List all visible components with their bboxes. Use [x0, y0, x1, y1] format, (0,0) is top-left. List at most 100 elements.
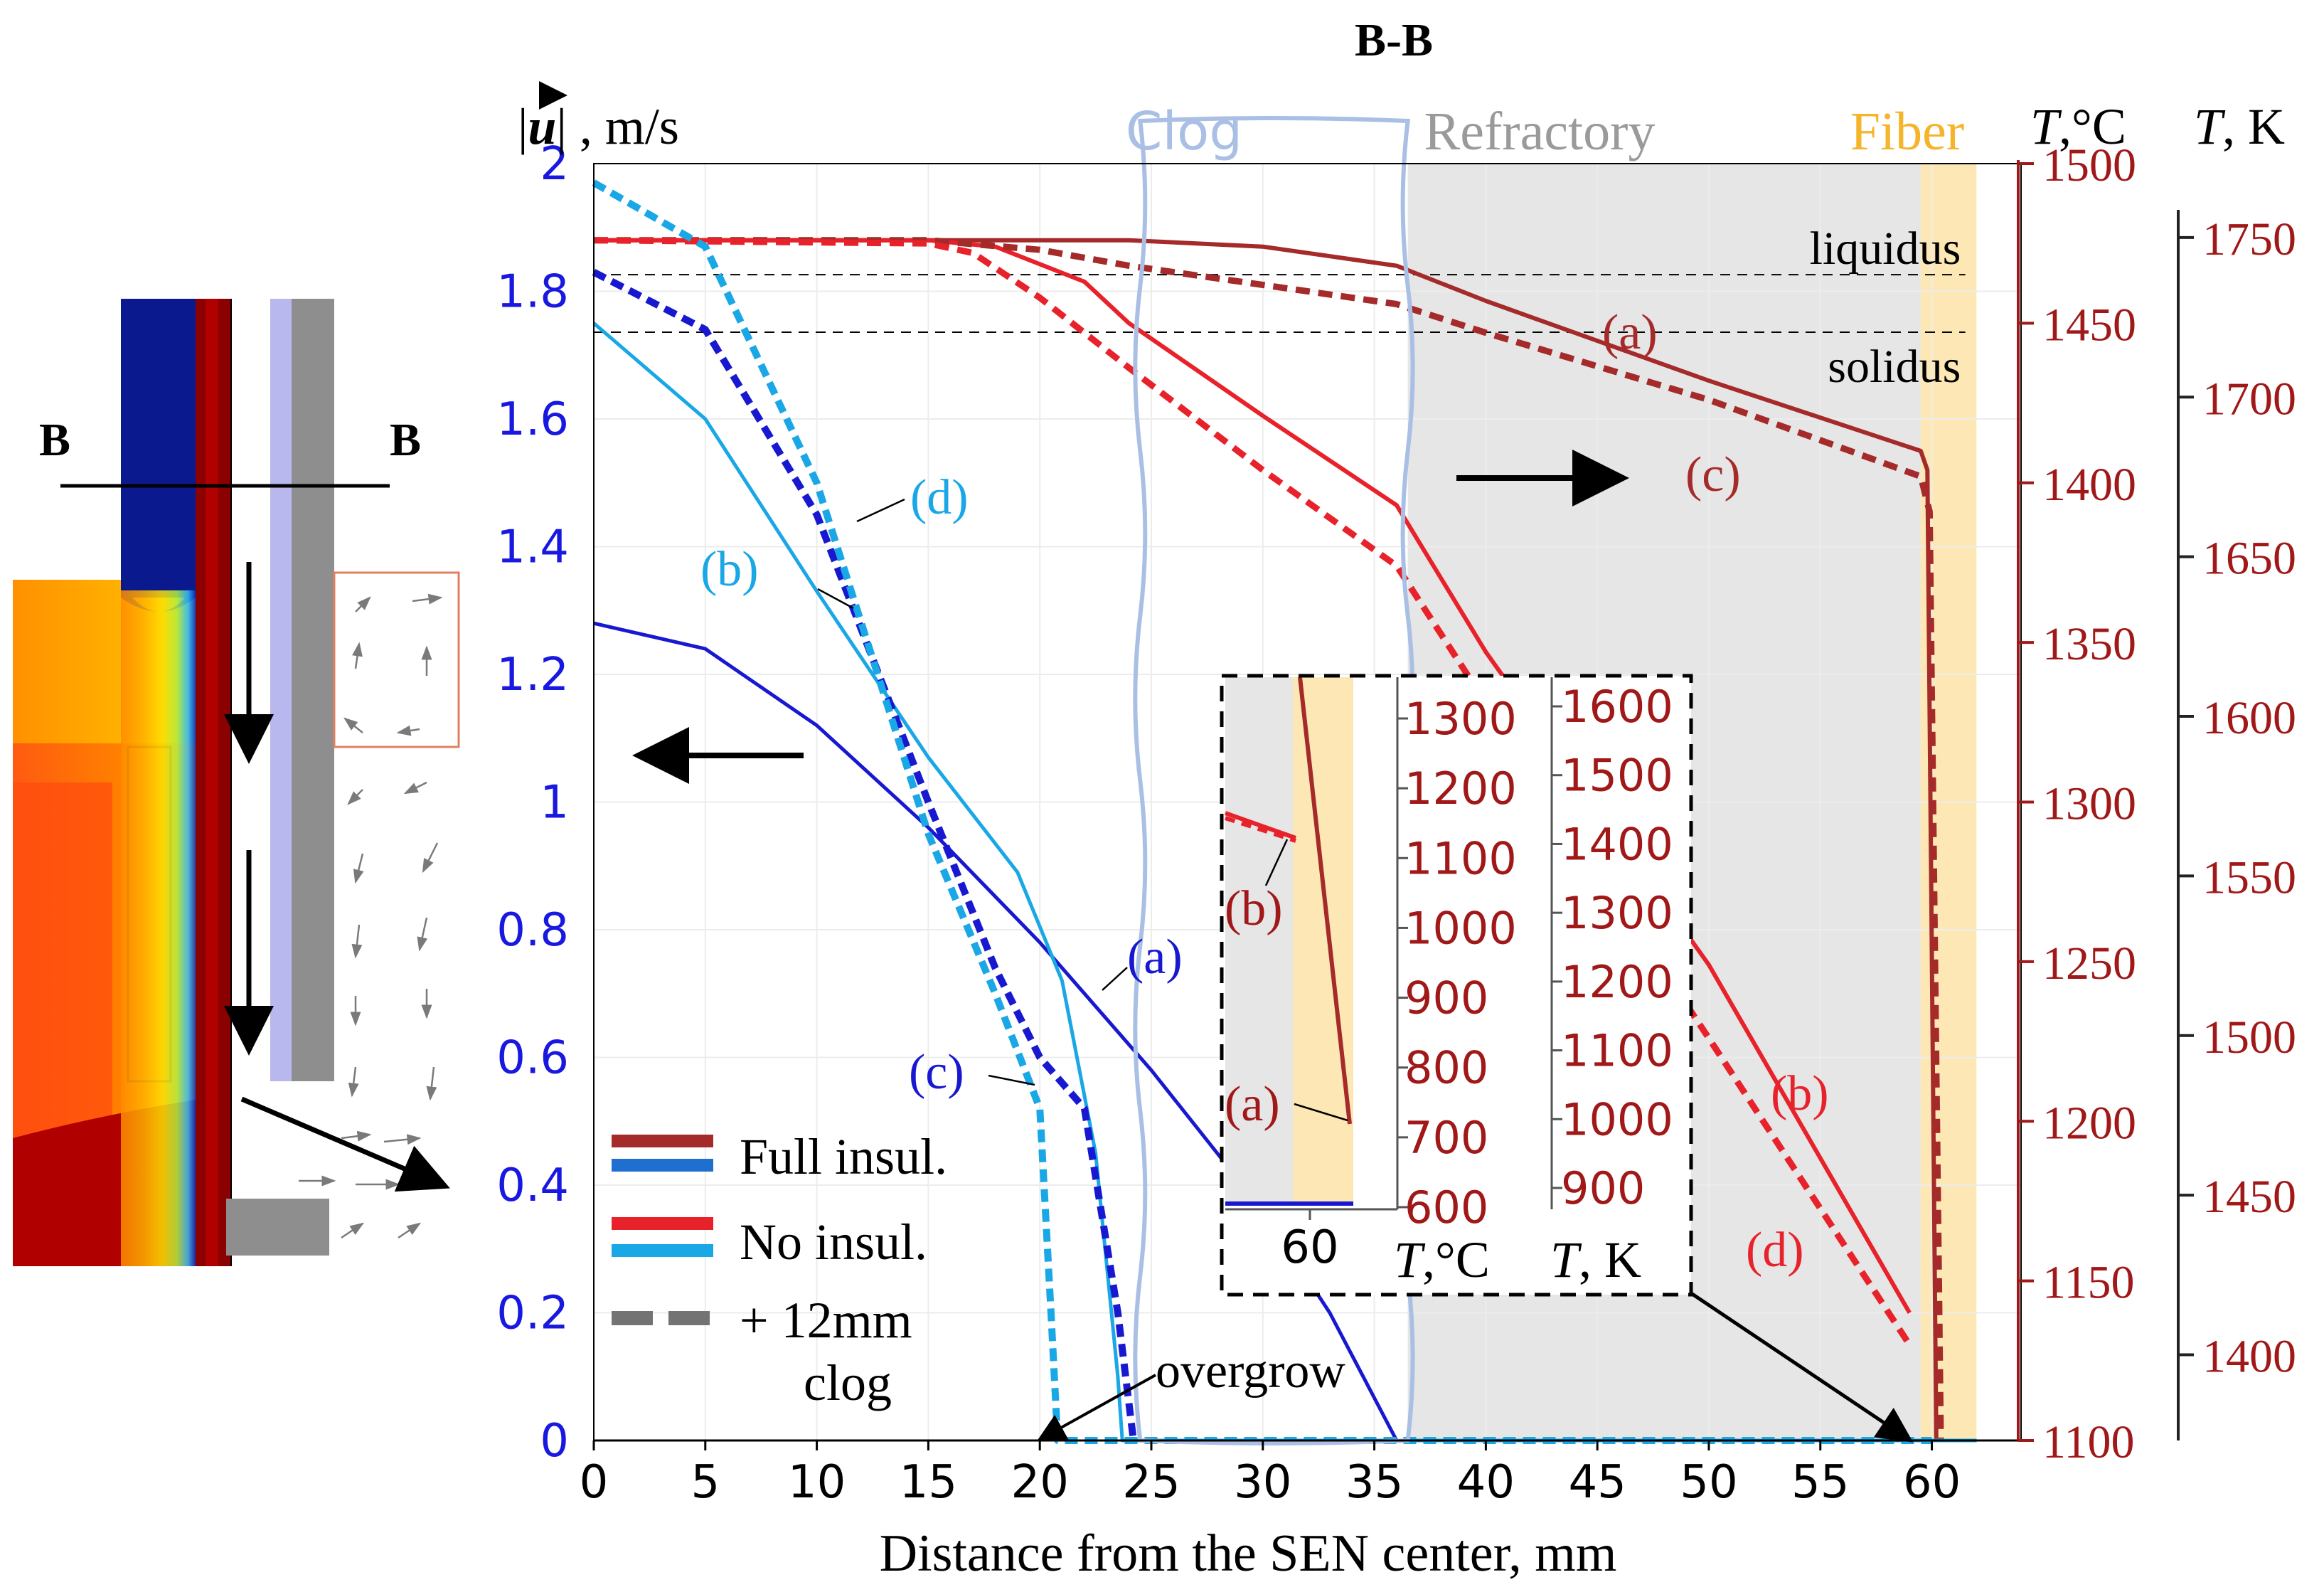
sen-wall-stripe	[206, 299, 218, 1266]
y-left-tick-label-0.8: 0.8	[496, 904, 569, 957]
inset-k-tick-label-1400: 1400	[1561, 818, 1673, 870]
liquidus-label: liquidus	[1810, 223, 1961, 275]
inset-k-tick-label-900: 900	[1561, 1162, 1645, 1214]
y-right-c-tick-label-1100: 1100	[2042, 1416, 2135, 1468]
chart-title: B-B	[1355, 14, 1433, 66]
flow-box	[333, 571, 460, 748]
sen-cross-section-schematic: B B	[13, 299, 460, 1266]
y-right-c-tick-label-1400: 1400	[2042, 459, 2136, 511]
inset-c-tick-label-1100: 1100	[1404, 832, 1517, 884]
y-right-c-tick-label-1350: 1350	[2042, 618, 2136, 670]
inset-curve-a	[1298, 676, 1352, 1125]
bore-gradient	[121, 590, 196, 1266]
inset-c-tick-label-900: 900	[1404, 972, 1488, 1024]
inset-label-b: (b)	[1225, 881, 1283, 936]
y-right-c-tick-label-1250: 1250	[2042, 938, 2136, 989]
inset-c-tick-label-800: 800	[1404, 1042, 1488, 1094]
x-tick-label-45: 45	[1568, 1456, 1626, 1509]
inset-label-a: (a)	[1225, 1077, 1280, 1132]
label-c-velocity: (c)	[909, 1045, 964, 1100]
inset-k-tick-label-1100: 1100	[1561, 1025, 1673, 1077]
x-tick-label-55: 55	[1791, 1456, 1849, 1509]
y-right-c-axis-title: T,°C	[2030, 98, 2126, 155]
inset-k-tick-label-1000: 1000	[1561, 1093, 1673, 1145]
y-right-k-tick-label-1500: 1500	[2202, 1012, 2296, 1063]
y-left-bar-open: |	[518, 98, 528, 155]
x-tick-label-5: 5	[691, 1456, 720, 1509]
legend-label-full: Full insul.	[740, 1128, 947, 1185]
x-tick-label-35: 35	[1345, 1456, 1403, 1509]
y-left-tick-label-1.2: 1.2	[496, 649, 569, 701]
label-b-velocity: (b)	[700, 542, 759, 597]
y-left-tick-label-0.2: 0.2	[496, 1288, 569, 1340]
flow-vectors	[299, 593, 443, 1239]
temperature-line-a	[594, 238, 1939, 1441]
clog-layer	[270, 299, 292, 1081]
inset-curve-b	[1225, 811, 1296, 840]
inset-curve-b-dashed	[1225, 816, 1296, 843]
inset-k-tick-label-1300: 1300	[1561, 887, 1673, 939]
y-right-k-tick-label-1700: 1700	[2202, 373, 2296, 425]
x-tick-label-50: 50	[1680, 1456, 1737, 1509]
overgrow-label: overgrow	[1156, 1344, 1345, 1399]
y-right-k-tick-label-1650: 1650	[2202, 533, 2296, 585]
inset-blank	[1353, 677, 1395, 1204]
label-b-temperature: (b)	[1771, 1066, 1829, 1121]
y-left-tick-label-1.8: 1.8	[496, 266, 569, 319]
y-left-symbol: u	[528, 98, 556, 155]
y-left-tick-label-0.4: 0.4	[496, 1159, 569, 1212]
inset-zoom: 1300 1200 1100 1000 900 800 700 600 1600 1500 140…	[1220, 674, 1914, 1443]
x-tick-label-30: 30	[1234, 1456, 1291, 1509]
solidus-label: solidus	[1828, 341, 1961, 393]
fiber-label: Fiber	[1850, 102, 1964, 161]
y-left-tick-label-1.4: 1.4	[496, 521, 569, 574]
inset-frame	[1220, 674, 1693, 1297]
label-leaders	[817, 498, 1128, 1086]
inset-k-tick-label-1600: 1600	[1561, 681, 1673, 733]
label-d-temperature: (d)	[1746, 1223, 1804, 1278]
legend-label-no: No insul.	[740, 1214, 927, 1270]
section-label-left: B	[39, 414, 70, 466]
inset-c-tick-label-1200: 1200	[1404, 763, 1517, 814]
legend: Full insul. No insul. + 12mm clog	[612, 1128, 947, 1411]
x-tick-label-15: 15	[900, 1456, 957, 1509]
label-d-velocity: (d)	[910, 470, 969, 525]
inset-pointer-arrow	[1690, 1291, 1914, 1443]
refractory-label: Refractory	[1424, 102, 1656, 161]
y-right-c-tick-label-1500: 1500	[2042, 139, 2136, 191]
legend-label-clog-2: clog	[804, 1354, 892, 1411]
y-right-k-tick-label-1750: 1750	[2202, 213, 2296, 265]
x-axis: 0 5 10 15 20 25 30 35 40 45 50 55 60	[580, 1439, 2021, 1509]
y-right-k-tick-label-1400: 1400	[2202, 1331, 2296, 1383]
temperature-line-c	[594, 237, 1944, 1441]
refractory-column	[292, 299, 334, 1081]
y-left-tick-label-1: 1	[540, 777, 569, 829]
y-right-c-tick-label-1200: 1200	[2042, 1097, 2136, 1149]
y-left-tick-label-1.6: 1.6	[496, 393, 569, 446]
y-right-c-tick-label-1150: 1150	[2042, 1257, 2135, 1309]
y-right-c-tick-label-1450: 1450	[2042, 299, 2136, 351]
inset-x-tick: 60	[1281, 1221, 1338, 1274]
inset-k-tick-label-1200: 1200	[1561, 956, 1673, 1008]
label-a-velocity: (a)	[1127, 930, 1183, 985]
label-c-temperature: (c)	[1685, 447, 1741, 502]
inset-leader-b	[1264, 839, 1289, 886]
velocity-line-c	[592, 269, 1137, 1441]
refractory-base	[226, 1199, 329, 1256]
x-axis-title: Distance from the SEN center, mm	[880, 1524, 1617, 1583]
x-tick-label-20: 20	[1011, 1456, 1068, 1509]
hot-core	[13, 782, 112, 1181]
inset-c-axis-title: T,°C	[1394, 1231, 1490, 1288]
x-tick-label-40: 40	[1457, 1456, 1515, 1509]
y-left-axis-title: |u| , m/s	[518, 98, 679, 155]
y-left-suffix: | , m/s	[556, 98, 678, 155]
curve-labels: (a) (b) (c) (d) (a) (b) (c) (d)	[700, 305, 1829, 1278]
label-a-temperature: (a)	[1602, 305, 1658, 360]
y-left-tick-label-2: 2	[540, 138, 569, 191]
inset-celsius-ticks: 1300 1200 1100 1000 900 800 700 600	[1397, 693, 1517, 1233]
y-left-tick-label-0: 0	[540, 1415, 569, 1468]
overgrow-arrow	[1037, 1374, 1156, 1441]
inset-fiber	[1293, 677, 1353, 1204]
y-left-axis: 0 0.2 0.4 0.6 0.8 1 1.2 1.4 1.6 1.8 2	[496, 138, 569, 1468]
x-tick-label-25: 25	[1122, 1456, 1180, 1509]
